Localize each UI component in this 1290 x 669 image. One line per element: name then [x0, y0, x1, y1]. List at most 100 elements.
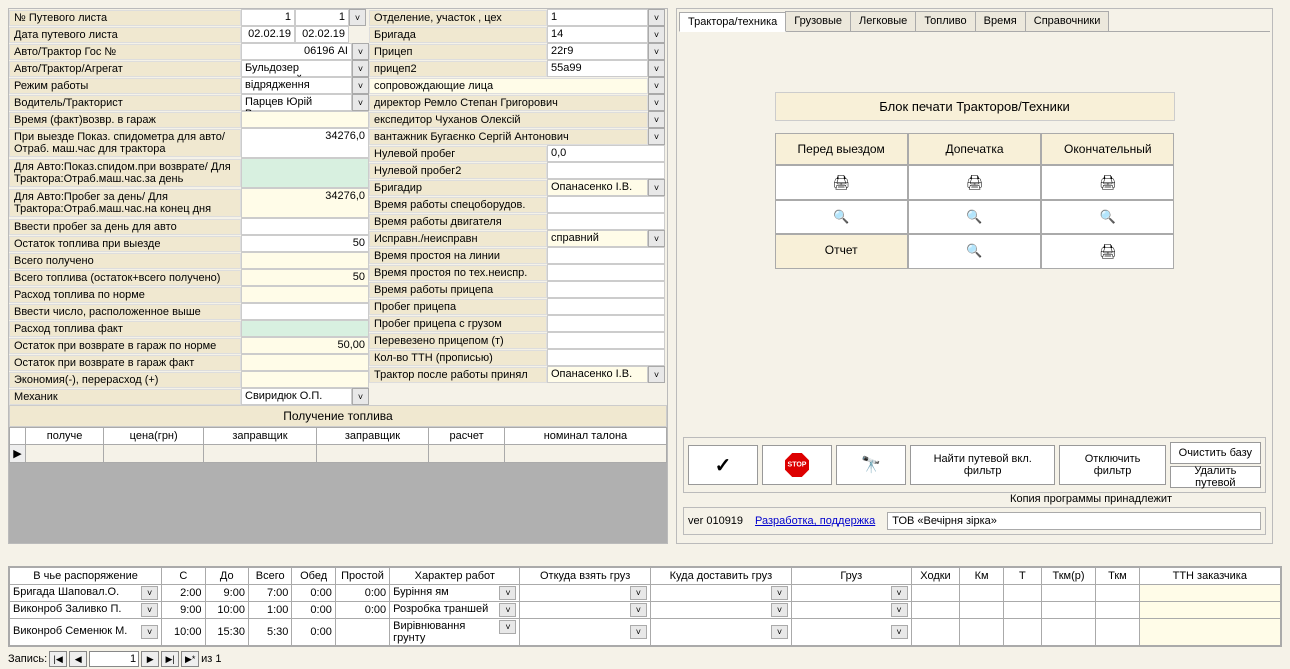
field-value[interactable]: [547, 264, 665, 281]
dropdown-icon[interactable]: ˅: [352, 60, 369, 77]
field-value[interactable]: [547, 247, 665, 264]
dropdown-icon[interactable]: ˅: [648, 230, 665, 247]
dropdown-icon[interactable]: ˅: [349, 9, 366, 26]
owner-input[interactable]: [887, 512, 1261, 530]
preview-button[interactable]: [1041, 200, 1174, 234]
dropdown-icon[interactable]: ˅: [352, 77, 369, 94]
bottom-cell[interactable]: ˅: [792, 602, 911, 619]
field-value[interactable]: 34276,0: [241, 128, 369, 158]
field-value[interactable]: [547, 298, 665, 315]
fuel-cell[interactable]: [429, 445, 505, 463]
field-value[interactable]: [241, 111, 369, 128]
bottom-cell[interactable]: Буріння ям˅: [390, 585, 520, 602]
bottom-cell[interactable]: 9:00: [162, 602, 205, 619]
bottom-cell[interactable]: Бригада Шаповал.О.˅: [10, 585, 162, 602]
dropdown-icon[interactable]: ˅: [648, 94, 665, 111]
cell-value[interactable]: [795, 586, 890, 600]
dropdown-icon[interactable]: ˅: [141, 603, 158, 617]
field-value[interactable]: [547, 213, 665, 230]
dropdown-icon[interactable]: ˅: [648, 9, 665, 26]
dropdown-icon[interactable]: ˅: [630, 625, 647, 639]
fuel-cell[interactable]: [316, 445, 429, 463]
dropdown-icon[interactable]: ˅: [352, 388, 369, 405]
clear-db-button[interactable]: Очистить базу: [1170, 442, 1261, 464]
nav-next[interactable]: ▶: [141, 651, 159, 667]
field-value-2[interactable]: 1: [295, 9, 349, 26]
field-value-1[interactable]: 1: [241, 9, 295, 26]
bottom-cell[interactable]: [960, 619, 1003, 646]
field-value[interactable]: [241, 371, 369, 388]
dropdown-icon[interactable]: ˅: [648, 128, 665, 145]
print-button[interactable]: [908, 165, 1041, 200]
dev-link[interactable]: Разработка, поддержка: [755, 515, 875, 527]
field-value[interactable]: [241, 218, 369, 235]
report-print-button[interactable]: [1041, 234, 1174, 269]
dropdown-icon[interactable]: ˅: [771, 603, 788, 617]
fuel-cell[interactable]: [104, 445, 204, 463]
bottom-cell[interactable]: [1139, 585, 1280, 602]
dropdown-icon[interactable]: ˅: [648, 26, 665, 43]
dropdown-icon[interactable]: ˅: [499, 620, 516, 634]
field-value[interactable]: 34276,0: [241, 188, 369, 218]
field-value[interactable]: [547, 332, 665, 349]
dropdown-icon[interactable]: ˅: [141, 625, 158, 639]
bottom-cell[interactable]: 2:00: [162, 585, 205, 602]
cell-value[interactable]: Бригада Шаповал.О.: [13, 586, 141, 600]
field-value[interactable]: 06196 АІ: [241, 43, 352, 60]
field-value-1[interactable]: 02.02.19: [241, 26, 295, 43]
field-value[interactable]: [241, 252, 369, 269]
bottom-cell[interactable]: [1041, 619, 1095, 646]
field-value[interactable]: [547, 162, 665, 179]
dropdown-icon[interactable]: ˅: [891, 603, 908, 617]
bottom-cell[interactable]: 0:00: [292, 619, 335, 646]
nav-prev[interactable]: ◀: [69, 651, 87, 667]
bottom-cell[interactable]: 0:00: [335, 602, 389, 619]
delete-sheet-button[interactable]: Удалить путевой: [1170, 466, 1261, 488]
dropdown-icon[interactable]: ˅: [771, 586, 788, 600]
bottom-cell[interactable]: [1003, 585, 1041, 602]
dropdown-icon[interactable]: ˅: [648, 179, 665, 196]
nav-last[interactable]: ▶|: [161, 651, 179, 667]
bottom-cell[interactable]: [1041, 585, 1095, 602]
field-value[interactable]: [547, 315, 665, 332]
bottom-cell[interactable]: [960, 602, 1003, 619]
bottom-cell[interactable]: ˅: [520, 585, 650, 602]
field-value[interactable]: 0,0: [547, 145, 665, 162]
bottom-cell[interactable]: 7:00: [248, 585, 291, 602]
dropdown-icon[interactable]: ˅: [648, 43, 665, 60]
cell-value[interactable]: Виконроб Заливко П.: [13, 603, 141, 617]
bottom-cell[interactable]: 0:00: [292, 602, 335, 619]
bottom-cell[interactable]: [1003, 602, 1041, 619]
tab-2[interactable]: Легковые: [850, 11, 916, 31]
field-value[interactable]: справний: [547, 230, 648, 247]
find-filter-button[interactable]: Найти путевой вкл. фильтр: [910, 445, 1055, 485]
field-value[interactable]: Опанасенко І.В.: [547, 179, 648, 196]
field-value[interactable]: 50: [241, 269, 369, 286]
binoculars-button[interactable]: [836, 445, 906, 485]
dropdown-icon[interactable]: ˅: [648, 366, 665, 383]
print-button[interactable]: [1041, 165, 1174, 200]
bottom-cell[interactable]: ˅: [650, 619, 791, 646]
dropdown-icon[interactable]: ˅: [499, 586, 516, 600]
bottom-cell[interactable]: ˅: [650, 602, 791, 619]
cell-value[interactable]: [523, 603, 629, 617]
dropdown-icon[interactable]: ˅: [771, 625, 788, 639]
cell-value[interactable]: [795, 625, 890, 639]
nav-new[interactable]: ▶*: [181, 651, 199, 667]
bottom-cell[interactable]: Вирівнювання грунту˅: [390, 619, 520, 646]
bottom-cell[interactable]: [960, 585, 1003, 602]
field-value[interactable]: [241, 303, 369, 320]
preview-button[interactable]: [908, 200, 1041, 234]
field-value[interactable]: Свиридюк О.П.: [241, 388, 352, 405]
bottom-cell[interactable]: [911, 602, 960, 619]
fuel-cell[interactable]: [504, 445, 666, 463]
tab-5[interactable]: Справочники: [1025, 11, 1110, 31]
field-value[interactable]: [241, 354, 369, 371]
dropdown-icon[interactable]: ˅: [648, 60, 665, 77]
field-value[interactable]: 55а99: [547, 60, 648, 77]
bottom-cell[interactable]: 10:00: [205, 602, 248, 619]
dropdown-icon[interactable]: ˅: [630, 586, 647, 600]
bottom-cell[interactable]: 5:30: [248, 619, 291, 646]
field-value[interactable]: [547, 196, 665, 213]
print-button[interactable]: [775, 165, 908, 200]
